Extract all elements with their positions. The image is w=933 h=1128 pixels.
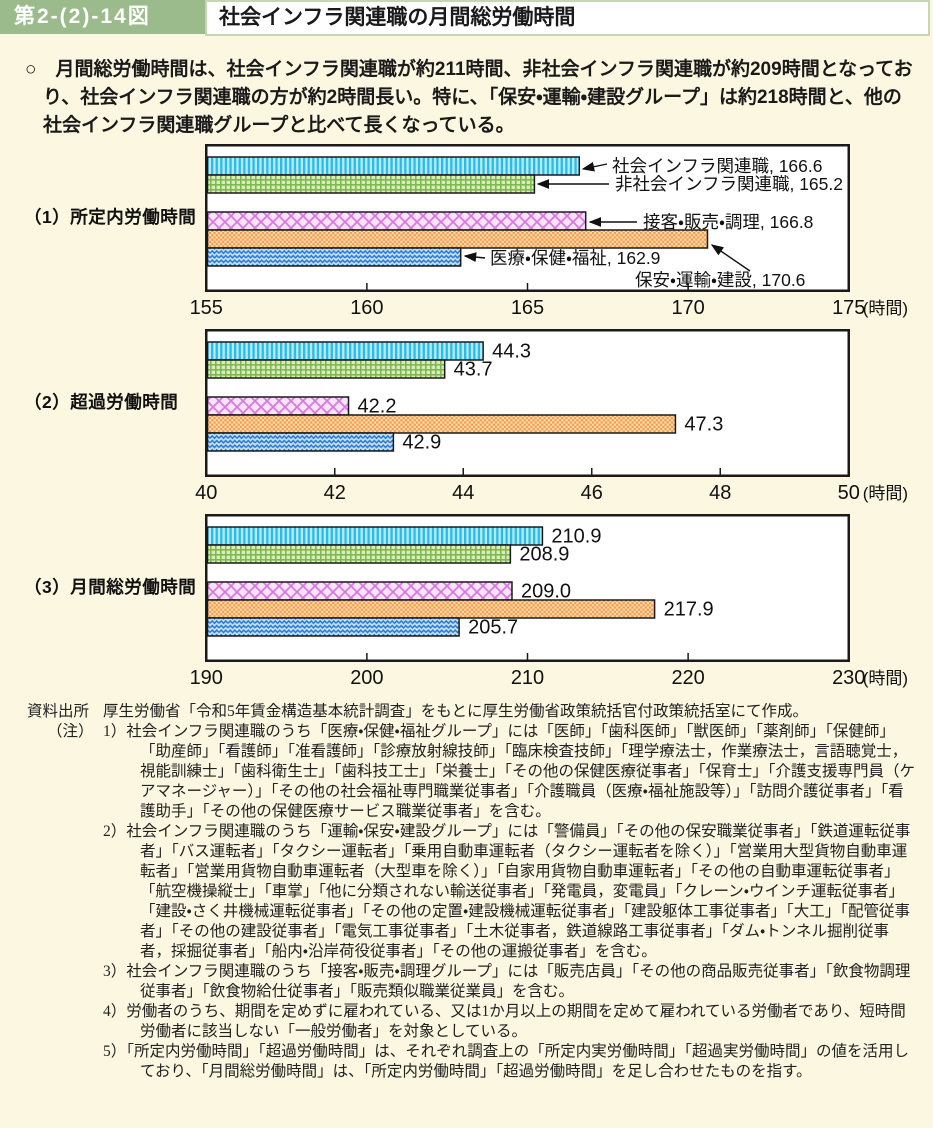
bar-医療・保健・福祉 — [206, 247, 462, 267]
bar-非社会インフラ関連職 — [206, 174, 536, 194]
note-item-2: 2）社会インフラ関連職のうち「運輸・保安・建設グループ」には「警備員」「その他の… — [103, 823, 911, 960]
annotation-label: 医療・保健・福祉, 162.9 — [490, 248, 660, 268]
source-row: 資料出所 厚生労働省「令和5年賃金構造基本統計調査」をもとに厚生労働省政策統括官… — [0, 702, 933, 722]
chart-panel-1: （1）所定内労働時間 155 160 165 170 175 (時間) 社会インフラ関連職,… — [0, 144, 933, 322]
chart-panel-3: （3）月間総労働時間 190 200 210 220 230 (時間) 210.9 208.9… — [0, 514, 933, 692]
figure-title: 社会インフラ関連職の月間総労働時間 — [205, 0, 930, 36]
value-label: 208.9 — [519, 544, 569, 566]
tick-label: 210 — [511, 667, 544, 689]
summary-text: ○ 月間総労働時間は、社会インフラ関連職が約211時間、非社会インフラ関連職が約… — [25, 59, 913, 136]
source-text: 厚生労働省「令和5年賃金構造基本統計調査」をもとに厚生労働省政策統括官付政策統括… — [103, 703, 808, 720]
notes-section: 資料出所 厚生労働省「令和5年賃金構造基本統計調査」をもとに厚生労働省政策統括官… — [0, 702, 933, 1082]
bar-保安・運輸・建設 — [206, 229, 709, 249]
figure-number-badge: 第2-(2)-14図 — [0, 0, 206, 34]
bar-医療・保健・福祉 — [206, 432, 395, 452]
bar-社会インフラ関連職 — [206, 341, 484, 361]
annotation-label: 非社会インフラ関連職, 165.2 — [615, 174, 843, 194]
value-label: 42.9 — [402, 432, 441, 454]
bar-非社会インフラ関連職 — [206, 544, 512, 564]
panel-label-1: （1）所定内労働時間 — [24, 207, 197, 227]
bar-chart-overtime-hours: 40 42 44 46 48 50 (時間) 44.343.7 42.2 47.3 42.9 — [195, 329, 908, 504]
axis-unit-label: (時間) — [863, 484, 908, 503]
annotation-arrow — [581, 161, 608, 172]
axis-unit-label: (時間) — [863, 299, 908, 318]
panel-label-3: （3）月間総労働時間 — [24, 577, 197, 597]
annotation-label: 保安・運輸・建設, 170.6 — [635, 270, 805, 290]
note-label: （注） — [47, 723, 94, 740]
bar-保安・運輸・建設 — [206, 599, 656, 619]
tick-label: 50 — [838, 482, 860, 504]
annotation-label: 社会インフラ関連職, 166.6 — [612, 156, 823, 176]
note-items: 1）社会インフラ関連職のうち「医療・保健・福祉グループ」には「医師」「歯科医師」… — [103, 722, 917, 1082]
bar-chart-scheduled-hours: 155 160 165 170 175(時間) 社会インフラ関連職, 166.6非社会イン… — [190, 144, 908, 319]
tick-label: 42 — [324, 482, 346, 504]
value-label: 47.3 — [684, 414, 723, 436]
axis-unit-label: (時間) — [863, 669, 908, 688]
bar-接客・販売・調理 — [206, 396, 350, 416]
tick-label: 220 — [671, 667, 704, 689]
tick-label: 48 — [709, 482, 731, 504]
bar-医療・保健・福祉 — [206, 617, 460, 637]
tick-label: 44 — [452, 482, 474, 504]
value-label: 205.7 — [468, 617, 518, 639]
note-item-5: 5）「所定内労働時間」「超過労働時間」は、それぞれ調査上の「所定内実労働時間」「… — [103, 1043, 910, 1080]
tick-label: 190 — [190, 667, 223, 689]
annotation-label: 接客・販売・調理, 166.8 — [643, 212, 813, 232]
source-label: 資料出所 — [27, 703, 90, 720]
tick-label: 230 — [832, 667, 865, 689]
value-label: 43.7 — [454, 359, 493, 381]
figure-header: 第2-(2)-14図 社会インフラ関連職の月間総労働時間 — [0, 0, 933, 40]
note-item-1: 1）社会インフラ関連職のうち「医療・保健・福祉グループ」には「医師」「歯科医師」… — [103, 723, 916, 820]
tick-label: 40 — [195, 482, 217, 504]
value-label: 209.0 — [521, 581, 571, 603]
note-item-4: 4）労働者のうち、期間を定めずに雇われている、又は1か月以上の期間を定めて雇われ… — [103, 1003, 906, 1040]
tick-label: 165 — [511, 297, 544, 319]
bar-保安・運輸・建設 — [206, 414, 677, 434]
panel-label-2: （2）超過労働時間 — [24, 392, 179, 412]
bar-非社会インフラ関連職 — [206, 359, 446, 379]
value-label: 217.9 — [664, 599, 714, 621]
value-label: 42.2 — [358, 396, 397, 418]
tick-label: 200 — [350, 667, 383, 689]
annotation-arrow — [463, 252, 486, 262]
tick-label: 160 — [350, 297, 383, 319]
note-item-3: 3）社会インフラ関連職のうち「接客・販売・調理グループ」には「販売店員」「その他… — [103, 963, 911, 1000]
bar-社会インフラ関連職 — [206, 526, 544, 546]
tick-label: 46 — [581, 482, 603, 504]
tick-label: 175 — [832, 297, 865, 319]
bar-接客・販売・調理 — [206, 581, 513, 601]
annotation-arrow — [710, 244, 751, 272]
value-label: 210.9 — [551, 526, 601, 548]
tick-label: 155 — [190, 297, 223, 319]
chart-panel-2: （2）超過労働時間 40 42 44 46 48 50 (時間) 44.3 43.7 42.2 47… — [0, 329, 933, 507]
charts-area: （1）所定内労働時間 155 160 165 170 175 (時間) 社会インフラ関連職,… — [0, 144, 933, 692]
tick-label: 170 — [671, 297, 704, 319]
value-label: 44.3 — [492, 341, 531, 363]
bar-接客・販売・調理 — [206, 211, 587, 231]
bar-社会インフラ関連職 — [206, 156, 581, 176]
